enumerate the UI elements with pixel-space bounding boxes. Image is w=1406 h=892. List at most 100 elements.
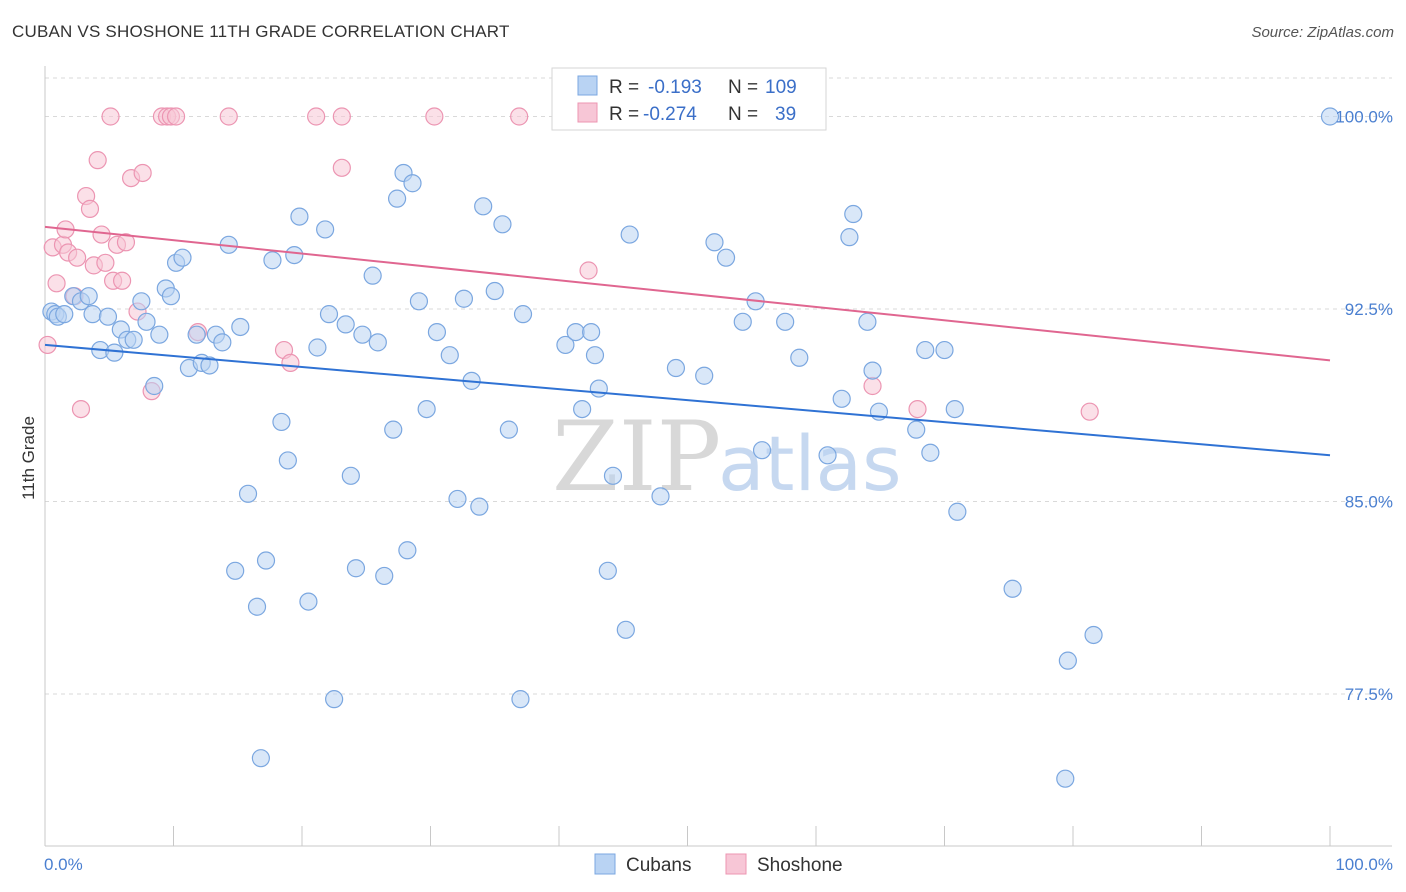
cubans-trend-line xyxy=(44,343,1331,457)
cubans-point-74 xyxy=(582,323,601,342)
shoshone-r-value: -0.274 xyxy=(643,104,697,125)
cubans-point-33 xyxy=(251,749,270,768)
stats-legend-box xyxy=(551,67,827,131)
cubans-point-108 xyxy=(1320,107,1340,126)
cubans-point-62 xyxy=(454,289,474,308)
cubans-point-76 xyxy=(589,379,608,398)
cubans-point-96 xyxy=(863,361,882,380)
cubans-point-73 xyxy=(573,400,592,419)
cubans-point-83 xyxy=(695,366,714,385)
shoshone-series-swatch xyxy=(725,853,747,875)
grid xyxy=(45,77,1392,695)
cubans-point-44 xyxy=(325,690,344,709)
cubans-point-34 xyxy=(256,551,276,570)
shoshone-point-10 xyxy=(80,199,100,218)
cubans-point-101 xyxy=(935,340,954,360)
x-tick-label-0: 0.0% xyxy=(44,855,83,874)
cubans-point-64 xyxy=(470,497,489,516)
cubans-point-55 xyxy=(398,541,417,560)
shoshone-point-2 xyxy=(47,274,66,293)
cubans-point-65 xyxy=(474,197,493,216)
shoshone-point-12 xyxy=(88,151,107,170)
shoshone-point-39 xyxy=(908,400,927,419)
cubans-point-58 xyxy=(417,400,436,419)
cubans-point-66 xyxy=(485,281,504,301)
cubans-point-29 xyxy=(231,317,250,337)
cubans-point-67 xyxy=(493,215,512,234)
shoshone-point-34 xyxy=(332,158,351,177)
cubans-n-label: N = xyxy=(728,77,758,98)
cubans-point-71 xyxy=(556,335,575,355)
cubans-point-75 xyxy=(585,346,605,365)
shoshone-point-27 xyxy=(166,107,186,126)
cubans-point-6 xyxy=(79,287,98,306)
cubans-point-31 xyxy=(226,561,245,580)
shoshone-legend-swatch xyxy=(577,102,598,123)
cubans-point-39 xyxy=(290,207,309,226)
cubans-point-32 xyxy=(247,597,267,616)
cubans-point-46 xyxy=(341,466,360,485)
cubans-point-106 xyxy=(1058,651,1077,670)
cubans-point-53 xyxy=(387,189,407,208)
y-tick-label-2: 92.5% xyxy=(1345,300,1393,319)
cubans-point-69 xyxy=(511,690,530,709)
cubans-point-9 xyxy=(98,307,118,326)
cubans-point-105 xyxy=(1056,769,1075,788)
cubans-point-70 xyxy=(513,305,533,324)
y-tick-label-0: 77.5% xyxy=(1345,685,1393,704)
y-tick-label-3: 100.0% xyxy=(1335,108,1393,127)
shoshone-r-label: R = xyxy=(609,104,639,125)
shoshone-point-8 xyxy=(71,400,91,419)
cubans-point-51 xyxy=(375,566,394,586)
cubans-series-label: Cubans xyxy=(626,855,692,876)
shoshone-trend-line xyxy=(44,225,1331,362)
shoshone-point-33 xyxy=(332,107,351,126)
cubans-point-35 xyxy=(263,251,282,270)
shoshone-point-22 xyxy=(133,163,152,183)
cubans-point-77 xyxy=(598,561,617,580)
cubans-point-25 xyxy=(200,356,219,375)
shoshone-n-value: 39 xyxy=(775,104,796,125)
cubans-point-50 xyxy=(368,333,387,352)
cubans-point-88 xyxy=(752,441,772,460)
shoshone-point-15 xyxy=(101,107,120,126)
stats-legend: R = -0.193 N = 109 R = -0.274 N = 39 xyxy=(551,67,827,131)
watermark: ZIP atlas xyxy=(552,401,902,513)
shoshone-point-7 xyxy=(68,248,87,267)
cubans-point-17 xyxy=(150,325,169,344)
cubans-point-23 xyxy=(187,325,206,344)
cubans-point-45 xyxy=(336,315,355,334)
cubans-point-79 xyxy=(616,620,635,639)
shoshone-n-label: N = xyxy=(728,104,758,125)
cubans-point-7 xyxy=(83,305,102,324)
cubans-point-60 xyxy=(440,346,459,365)
shoshone-series-label: Shoshone xyxy=(757,855,843,876)
watermark-atlas: atlas xyxy=(718,419,902,508)
cubans-point-37 xyxy=(278,451,297,470)
cubans-point-82 xyxy=(666,358,686,378)
cubans-point-98 xyxy=(907,420,926,439)
cubans-point-14 xyxy=(132,292,151,311)
cubans-point-48 xyxy=(353,325,372,344)
cubans-point-27 xyxy=(213,333,232,352)
shoshone-point-35 xyxy=(425,107,444,126)
cubans-point-91 xyxy=(818,446,837,465)
x-tick-labels: 0.0% 100.0% xyxy=(44,855,1393,874)
shoshone-point-18 xyxy=(112,271,132,290)
cubans-point-92 xyxy=(832,389,851,408)
cubans-point-102 xyxy=(945,400,964,419)
cubans-point-43 xyxy=(319,305,339,324)
chart-title: CUBAN VS SHOSHONE 11TH GRADE CORRELATION… xyxy=(12,22,510,41)
cubans-point-49 xyxy=(363,266,382,285)
cubans-r-value: -0.193 xyxy=(648,77,702,98)
axes xyxy=(44,66,1392,847)
cubans-point-42 xyxy=(316,220,335,239)
cubans-point-3 xyxy=(55,305,74,324)
cubans-point-81 xyxy=(651,487,670,506)
cubans-point-40 xyxy=(299,592,318,611)
cubans-series-swatch xyxy=(594,853,616,875)
cubans-point-103 xyxy=(948,502,967,521)
cubans-point-95 xyxy=(858,312,877,331)
x-tick-label-1: 100.0% xyxy=(1335,855,1393,874)
shoshone-point-37 xyxy=(579,261,598,280)
